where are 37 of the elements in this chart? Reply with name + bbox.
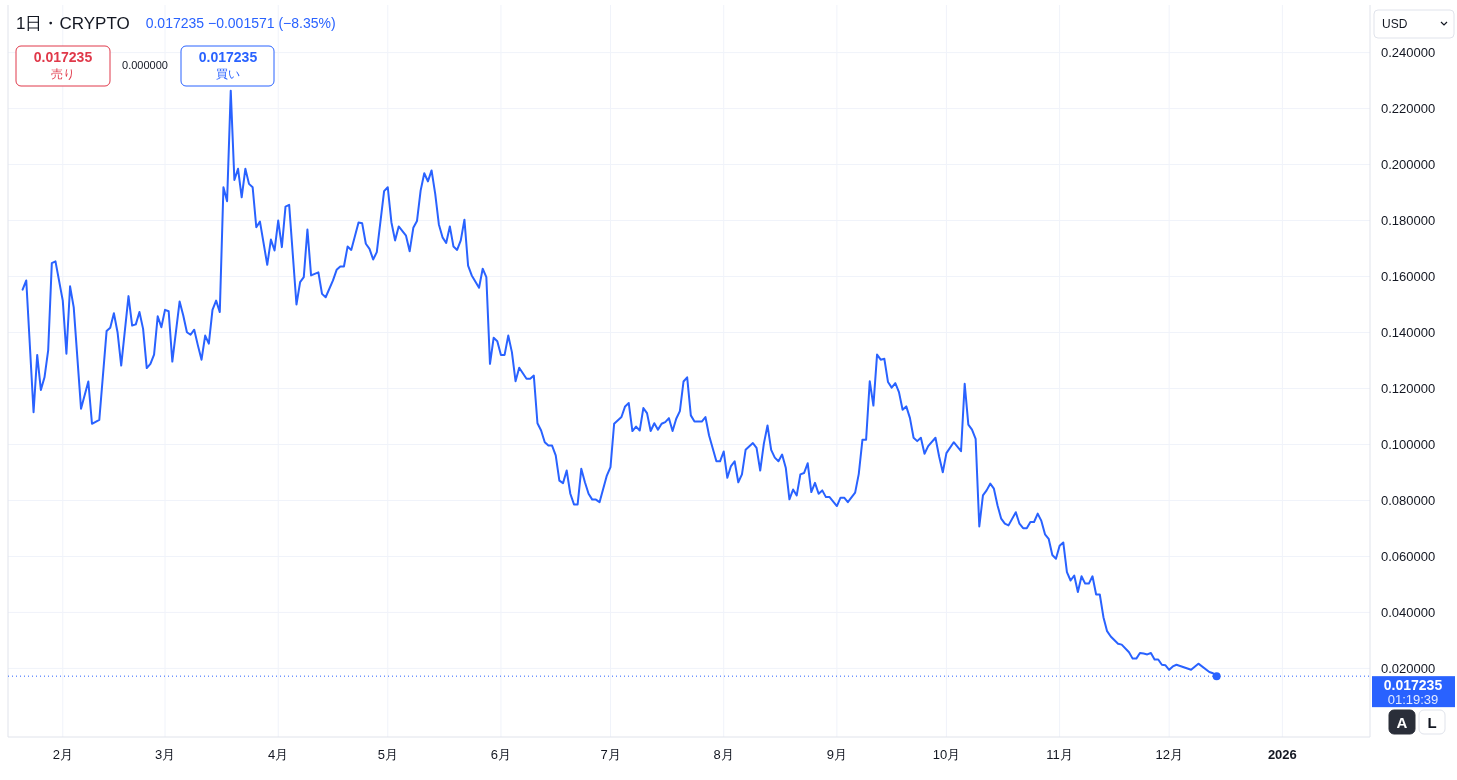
text: A: [1396, 713, 1408, 731]
x-tick-label: 2026: [1267, 746, 1297, 762]
x-tick-label: 3月: [154, 746, 176, 762]
x-tick-label: 5月: [377, 746, 398, 762]
y-tick-label: 0.080000: [1381, 492, 1436, 508]
y-tick-label: 0.220000: [1381, 101, 1436, 117]
annotation: 0.017235: [198, 49, 258, 65]
y-tick-label: 0.040000: [1381, 604, 1436, 620]
text: L: [1427, 713, 1437, 731]
x-tick-label: 11月: [1046, 746, 1073, 762]
x-tick-label: 7月: [600, 746, 621, 762]
y-tick-label: 0.160000: [1381, 269, 1436, 285]
x-tick-label: 10月: [932, 746, 961, 762]
x-tick-label: 9月: [826, 746, 847, 762]
text: 01:19:39: [1387, 691, 1439, 707]
y-tick-label: 0.100000: [1381, 436, 1436, 452]
currency-button: USD: [1373, 9, 1455, 39]
x-tick-label: 8月: [713, 746, 734, 762]
annotation: 買い: [216, 67, 240, 81]
annotation: 0.000000: [122, 59, 168, 71]
annotation: 0.017235: [33, 49, 93, 65]
x-tick-label: 6月: [490, 746, 512, 762]
y-tick-label: 0.140000: [1381, 325, 1436, 341]
x-tick-label: 12月: [1155, 746, 1183, 762]
y-tick-label: 0.200000: [1381, 157, 1436, 173]
text: 1日・CRYPTO: [16, 13, 130, 33]
y-axis-title: USD: [1382, 17, 1408, 31]
annotation: 売り: [51, 67, 75, 81]
y-tick-label: 0.060000: [1381, 548, 1436, 564]
x-tick-label: 2月: [52, 746, 73, 762]
x-tick-label: 4月: [268, 746, 289, 762]
y-tick-label: 0.020000: [1381, 660, 1436, 676]
y-tick-label: 0.180000: [1381, 213, 1436, 229]
ref-line-label: 0.017235: [1383, 677, 1443, 694]
y-tick-label: 0.120000: [1381, 381, 1436, 396]
text: 0.017235 −0.001571 (−8.35%): [145, 15, 336, 31]
y-tick-label: 0.240000: [1381, 45, 1436, 61]
